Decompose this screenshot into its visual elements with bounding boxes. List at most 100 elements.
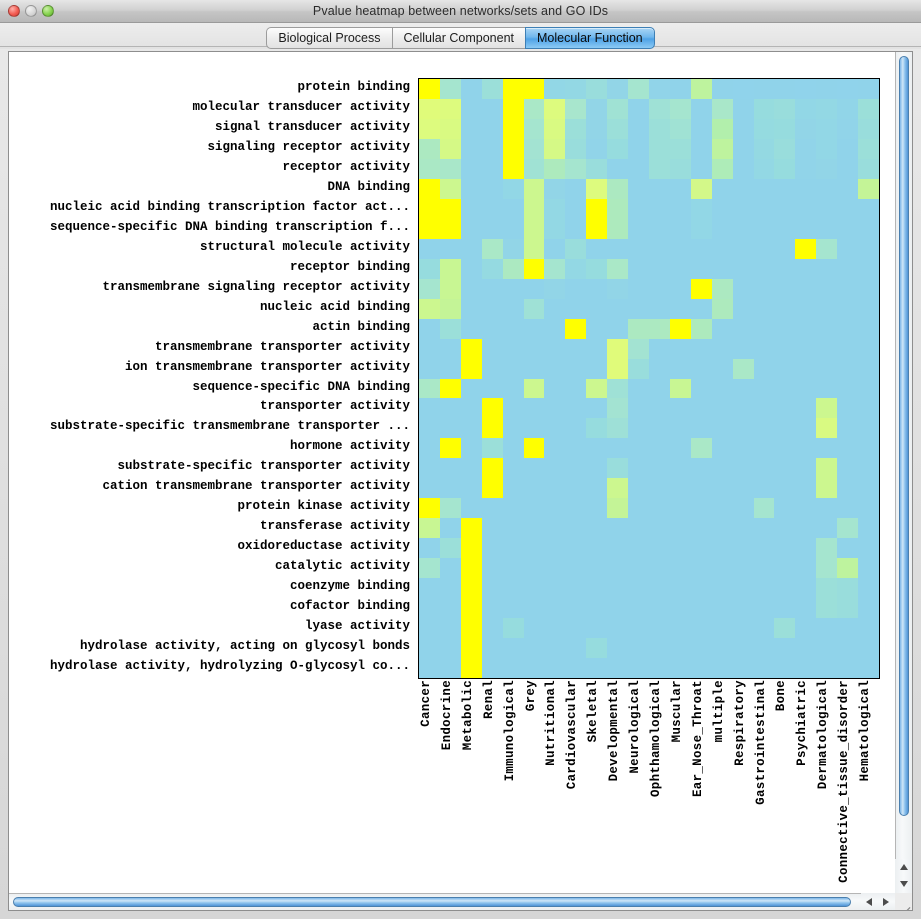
heatmap-cell[interactable] (774, 98, 796, 119)
heatmap-cell[interactable] (858, 198, 879, 219)
heatmap-cell[interactable] (628, 598, 649, 619)
heatmap-cell[interactable] (628, 118, 649, 139)
heatmap-cell[interactable] (481, 598, 503, 619)
heatmap-cell[interactable] (628, 238, 649, 259)
heatmap-cell[interactable] (586, 138, 608, 159)
heatmap-cell[interactable] (628, 298, 649, 319)
heatmap-cell[interactable] (690, 118, 712, 139)
heatmap-cell[interactable] (648, 178, 670, 199)
heatmap-cell[interactable] (774, 358, 796, 379)
heatmap-cell[interactable] (481, 278, 503, 299)
heatmap-cell[interactable] (565, 618, 587, 639)
heatmap-cell[interactable] (669, 218, 691, 239)
heatmap-cell[interactable] (753, 258, 775, 279)
heatmap-cell[interactable] (795, 318, 817, 339)
heatmap-cell[interactable] (690, 398, 712, 419)
heatmap-cell[interactable] (565, 378, 587, 399)
heatmap-cell[interactable] (774, 438, 796, 459)
heatmap-cell[interactable] (419, 338, 440, 359)
heatmap-cell[interactable] (419, 138, 440, 159)
heatmap-cell[interactable] (753, 538, 775, 559)
heatmap-cell[interactable] (732, 79, 754, 99)
heatmap-cell[interactable] (774, 198, 796, 219)
heatmap-cell[interactable] (544, 458, 566, 479)
heatmap-cell[interactable] (837, 578, 859, 599)
heatmap-cell[interactable] (565, 178, 587, 199)
heatmap-cell[interactable] (544, 478, 566, 499)
heatmap-cell[interactable] (419, 358, 440, 379)
vertical-scrollbar[interactable] (895, 52, 912, 893)
heatmap-cell[interactable] (795, 398, 817, 419)
heatmap-cell[interactable] (439, 118, 461, 139)
heatmap-cell[interactable] (502, 518, 524, 539)
heatmap-cell[interactable] (607, 578, 629, 599)
heatmap-cell[interactable] (816, 218, 838, 239)
heatmap-cell[interactable] (816, 338, 838, 359)
heatmap-cell[interactable] (690, 598, 712, 619)
heatmap-cell[interactable] (732, 498, 754, 519)
heatmap-cell[interactable] (858, 578, 879, 599)
heatmap-cell[interactable] (628, 378, 649, 399)
heatmap-cell[interactable] (481, 478, 503, 499)
heatmap-cell[interactable] (419, 218, 440, 239)
heatmap-cell[interactable] (544, 418, 566, 439)
heatmap-cell[interactable] (711, 598, 733, 619)
heatmap-cell[interactable] (669, 458, 691, 479)
heatmap-cell[interactable] (523, 258, 545, 279)
heatmap-cell[interactable] (481, 558, 503, 579)
heatmap-cell[interactable] (669, 658, 691, 678)
heatmap-cell[interactable] (837, 638, 859, 659)
heatmap-cell[interactable] (586, 658, 608, 678)
heatmap-cell[interactable] (795, 518, 817, 539)
heatmap-cell[interactable] (795, 338, 817, 359)
heatmap-cell[interactable] (586, 238, 608, 259)
heatmap-cell[interactable] (858, 398, 879, 419)
heatmap-cell[interactable] (419, 658, 440, 678)
heatmap-cell[interactable] (481, 98, 503, 119)
heatmap-cell[interactable] (523, 218, 545, 239)
heatmap-cell[interactable] (711, 238, 733, 259)
heatmap-cell[interactable] (439, 538, 461, 559)
heatmap-cell[interactable] (753, 358, 775, 379)
heatmap-cell[interactable] (816, 558, 838, 579)
heatmap-cell[interactable] (648, 498, 670, 519)
heatmap-cell[interactable] (523, 538, 545, 559)
heatmap-cell[interactable] (753, 398, 775, 419)
heatmap-cell[interactable] (419, 178, 440, 199)
heatmap-cell[interactable] (586, 538, 608, 559)
heatmap-cell[interactable] (669, 618, 691, 639)
heatmap-cell[interactable] (419, 158, 440, 179)
heatmap-cell[interactable] (753, 178, 775, 199)
heatmap-cell[interactable] (648, 518, 670, 539)
heatmap-cell[interactable] (669, 518, 691, 539)
heatmap-cell[interactable] (544, 98, 566, 119)
heatmap-cell[interactable] (439, 278, 461, 299)
heatmap-cell[interactable] (753, 298, 775, 319)
heatmap-cell[interactable] (753, 518, 775, 539)
heatmap-cell[interactable] (419, 198, 440, 219)
heatmap-cell[interactable] (732, 318, 754, 339)
heatmap-cell[interactable] (837, 79, 859, 99)
heatmap-cell[interactable] (690, 618, 712, 639)
heatmap-cell[interactable] (607, 338, 629, 359)
heatmap-cell[interactable] (753, 618, 775, 639)
heatmap-cell[interactable] (419, 638, 440, 659)
heatmap-cell[interactable] (795, 138, 817, 159)
heatmap-cell[interactable] (502, 618, 524, 639)
heatmap-cell[interactable] (816, 498, 838, 519)
heatmap-cell[interactable] (690, 578, 712, 599)
heatmap-cell[interactable] (774, 218, 796, 239)
heatmap-cell[interactable] (816, 438, 838, 459)
heatmap-cell[interactable] (837, 258, 859, 279)
heatmap-cell[interactable] (732, 558, 754, 579)
heatmap-cell[interactable] (439, 378, 461, 399)
heatmap-cell[interactable] (795, 118, 817, 139)
heatmap-cell[interactable] (607, 458, 629, 479)
heatmap-cell[interactable] (544, 618, 566, 639)
heatmap-cell[interactable] (502, 358, 524, 379)
heatmap-cell[interactable] (607, 178, 629, 199)
heatmap-cell[interactable] (502, 338, 524, 359)
heatmap-cell[interactable] (502, 398, 524, 419)
heatmap-cell[interactable] (858, 338, 879, 359)
heatmap-cell[interactable] (690, 378, 712, 399)
